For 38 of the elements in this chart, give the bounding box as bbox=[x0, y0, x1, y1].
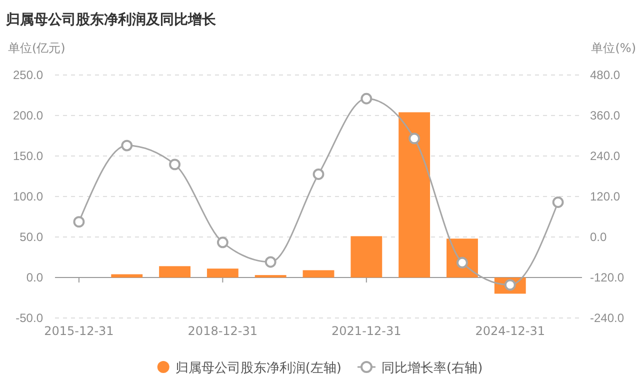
y-tick-label: 250.0 bbox=[12, 68, 44, 82]
chart-title: 归属母公司股东净利润及同比增长 bbox=[5, 11, 217, 28]
x-tick-label: 2018-12-31 bbox=[188, 324, 258, 338]
point bbox=[408, 132, 420, 144]
y-tick-label: -50.0 bbox=[16, 310, 44, 325]
y2-tick-label: 480.0 bbox=[590, 68, 620, 82]
legend-label: 同比增长率(右轴) bbox=[382, 360, 483, 376]
bar bbox=[398, 112, 430, 278]
y2-tick-label: 360.0 bbox=[590, 108, 620, 122]
point bbox=[121, 140, 133, 152]
y-tick-label: 150.0 bbox=[12, 148, 44, 163]
y2-axis-title: 单位(%) bbox=[591, 41, 636, 55]
point bbox=[169, 158, 180, 170]
x-tick-label: 2021-12-31 bbox=[332, 324, 402, 338]
y2-tick-label: 120.0 bbox=[590, 189, 620, 204]
bar bbox=[111, 274, 143, 278]
y2-tick-label: -120.0 bbox=[590, 270, 624, 284]
y-tick-label: 200.0 bbox=[12, 108, 44, 122]
y2-tick-label: 240.0 bbox=[590, 148, 620, 163]
point bbox=[264, 256, 276, 268]
point bbox=[216, 236, 228, 248]
y2-tick-label: -240.0 bbox=[590, 310, 624, 325]
bar bbox=[159, 266, 190, 278]
bar bbox=[302, 270, 334, 278]
y-tick-label: 100.0 bbox=[12, 189, 44, 204]
bar bbox=[350, 236, 382, 278]
y2-tick-label: 0.0 bbox=[590, 230, 608, 244]
point bbox=[360, 92, 372, 104]
bar bbox=[206, 268, 238, 278]
point bbox=[312, 168, 324, 180]
point bbox=[73, 216, 85, 228]
y-tick-label: 50.0 bbox=[20, 230, 44, 244]
y-tick-label: 0.0 bbox=[26, 270, 44, 284]
legend-label: 归属母公司股东净利润(左轴) bbox=[175, 361, 342, 376]
x-tick-label: 2024-12-31 bbox=[475, 324, 546, 338]
x-tick-label: 2015-12-31 bbox=[44, 324, 114, 338]
y-axis-title: 单位(亿元) bbox=[8, 41, 66, 55]
point bbox=[552, 196, 564, 208]
